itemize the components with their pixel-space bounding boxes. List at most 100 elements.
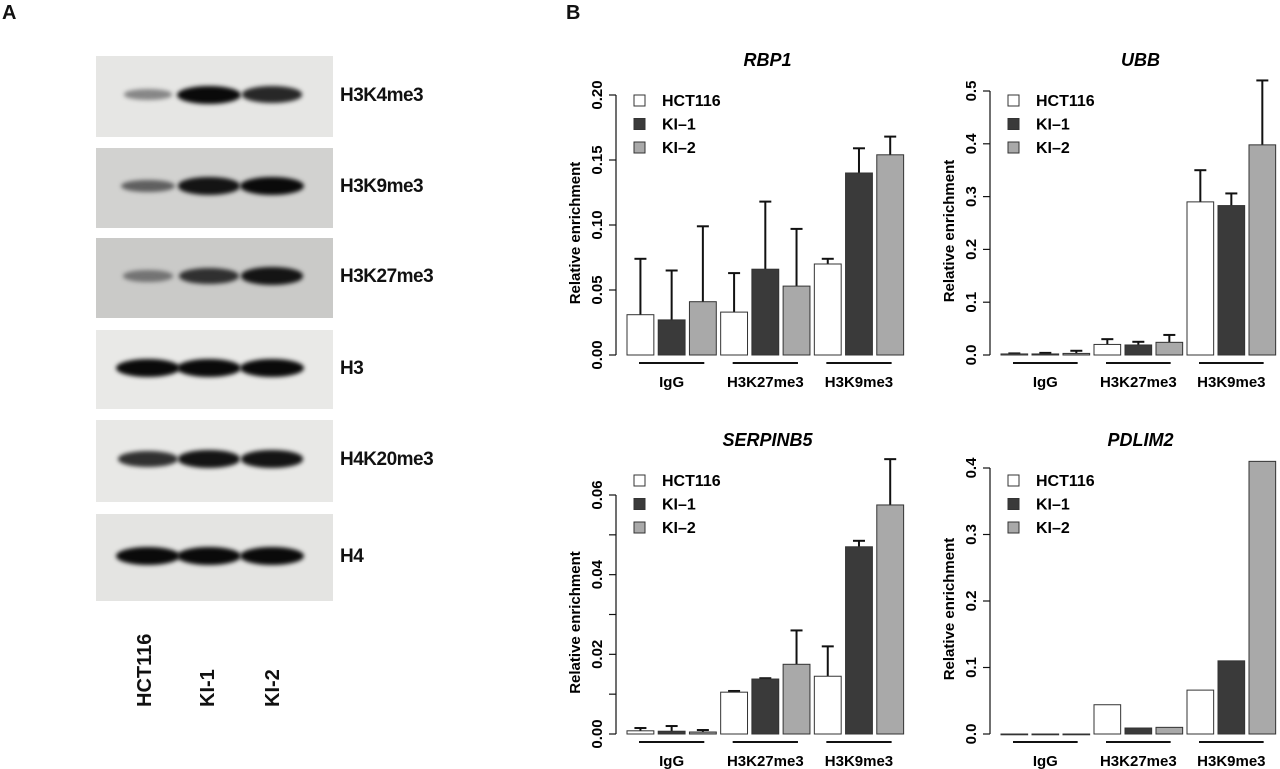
blot-h3k9me3 [96,148,333,228]
blot-band [122,270,174,282]
blot-h3k4me3 [96,56,333,137]
bar-ki2 [1155,341,1184,356]
bar-ki2 [688,301,717,356]
x-category-label: H3K27me3 [1100,753,1177,769]
bar-ki2 [688,731,717,735]
blot-band [240,358,304,377]
legend-swatch [1007,94,1020,107]
chart-title: RBP1 [743,50,791,70]
blot-band [240,267,304,285]
bar-hct116 [1186,201,1215,356]
x-category-label: H3K27me3 [1100,374,1177,391]
bar-ki2 [876,154,905,356]
blot-label: H4K20me3 [340,449,434,470]
blot-label: H3K9me3 [340,176,424,197]
legend-swatch [633,498,646,510]
bar-ki2 [1062,352,1091,356]
x-category-label: H3K9me3 [1197,374,1265,391]
bar-ki1 [1217,660,1246,735]
bar-hct116 [1186,689,1215,735]
y-tick-label: 0.4 [963,133,980,155]
y-tick-label: 0.3 [963,524,980,545]
legend-label: HCT116 [1036,93,1095,110]
y-tick-label: 0.0 [963,724,980,745]
legend-label: KI–2 [1036,140,1070,157]
bar-ki2 [876,504,905,735]
bar-ki1 [1124,727,1153,735]
y-tick-label: 0.00 [589,719,606,748]
legend-swatch [633,94,646,107]
blot-band [123,89,173,100]
bar-hct116 [720,311,749,356]
blot-band [116,358,180,377]
x-category-label: IgG [659,753,684,769]
legend-label: KI–2 [662,140,696,157]
blot-band [179,268,239,284]
y-tick-label: 0.3 [963,186,980,207]
bar-hct116 [1093,343,1122,356]
bar-ki1 [751,268,780,356]
legend-label: HCT116 [1036,473,1095,490]
blot-band [118,451,178,467]
blot-band [240,177,304,195]
bar-ki2 [1155,726,1184,735]
y-axis-label: Relative enrichment [941,160,958,303]
legend-label: HCT116 [662,93,721,110]
legend-swatch [1007,141,1020,154]
bar-ki1 [845,546,873,735]
y-tick-label: 0.5 [963,81,980,102]
blot-h4k20me3 [96,420,333,502]
bar-hct116 [720,691,749,735]
bar-hct116 [626,730,655,735]
bar-ki1 [751,678,780,735]
y-tick-label: 0.02 [589,640,606,669]
x-category-label: IgG [1033,753,1058,769]
bar-ki1 [1031,733,1060,736]
blot-band [177,546,241,565]
y-tick-label: 0.1 [963,292,980,313]
y-axis-label: Relative enrichment [941,538,958,681]
panel-b-letter: B [566,2,581,24]
bar-ki1 [1217,205,1246,356]
bar-hct116 [813,263,842,356]
bar-hct116 [1000,733,1029,736]
y-tick-label: 0.2 [963,239,980,260]
legend-swatch [1007,118,1020,130]
x-category-label: H3K27me3 [727,753,804,769]
bar-hct116 [1000,353,1029,356]
blot-band [177,85,241,104]
y-tick-label: 0.4 [963,457,980,479]
legend-label: KI–1 [1036,497,1070,514]
legend-label: KI–2 [662,520,696,537]
y-axis-label: Relative enrichment [567,162,584,305]
bar-ki1 [657,319,686,356]
bar-hct116 [626,314,655,356]
legend-swatch [633,141,646,154]
y-tick-label: 0.10 [589,210,606,239]
bar-ki1 [1124,344,1153,356]
x-category-label: H3K27me3 [727,374,804,391]
y-tick-label: 0.20 [589,80,606,109]
legend-label: KI–2 [1036,520,1070,537]
blot-h4 [96,514,333,601]
blot-band [121,179,175,193]
blot-band [240,450,304,468]
blot-h3 [96,330,333,409]
blot-band [116,546,180,565]
blot-band [177,358,241,377]
legend-label: HCT116 [662,473,721,490]
x-category-label: H3K9me3 [1197,753,1265,769]
bar-ki2 [1062,733,1091,736]
blot-band [241,86,303,103]
y-tick-label: 0.00 [589,340,606,369]
y-tick-label: 0.1 [963,657,980,678]
blot-label: H3 [340,357,364,379]
x-category-label: IgG [659,374,684,391]
chart-title: SERPINB5 [722,430,813,450]
bar-hct116 [813,675,842,735]
x-category-label: H3K9me3 [825,374,893,391]
y-axis-label: Relative enrichment [567,551,584,694]
legend-swatch [1007,521,1020,534]
legend-label: KI–1 [1036,117,1070,134]
